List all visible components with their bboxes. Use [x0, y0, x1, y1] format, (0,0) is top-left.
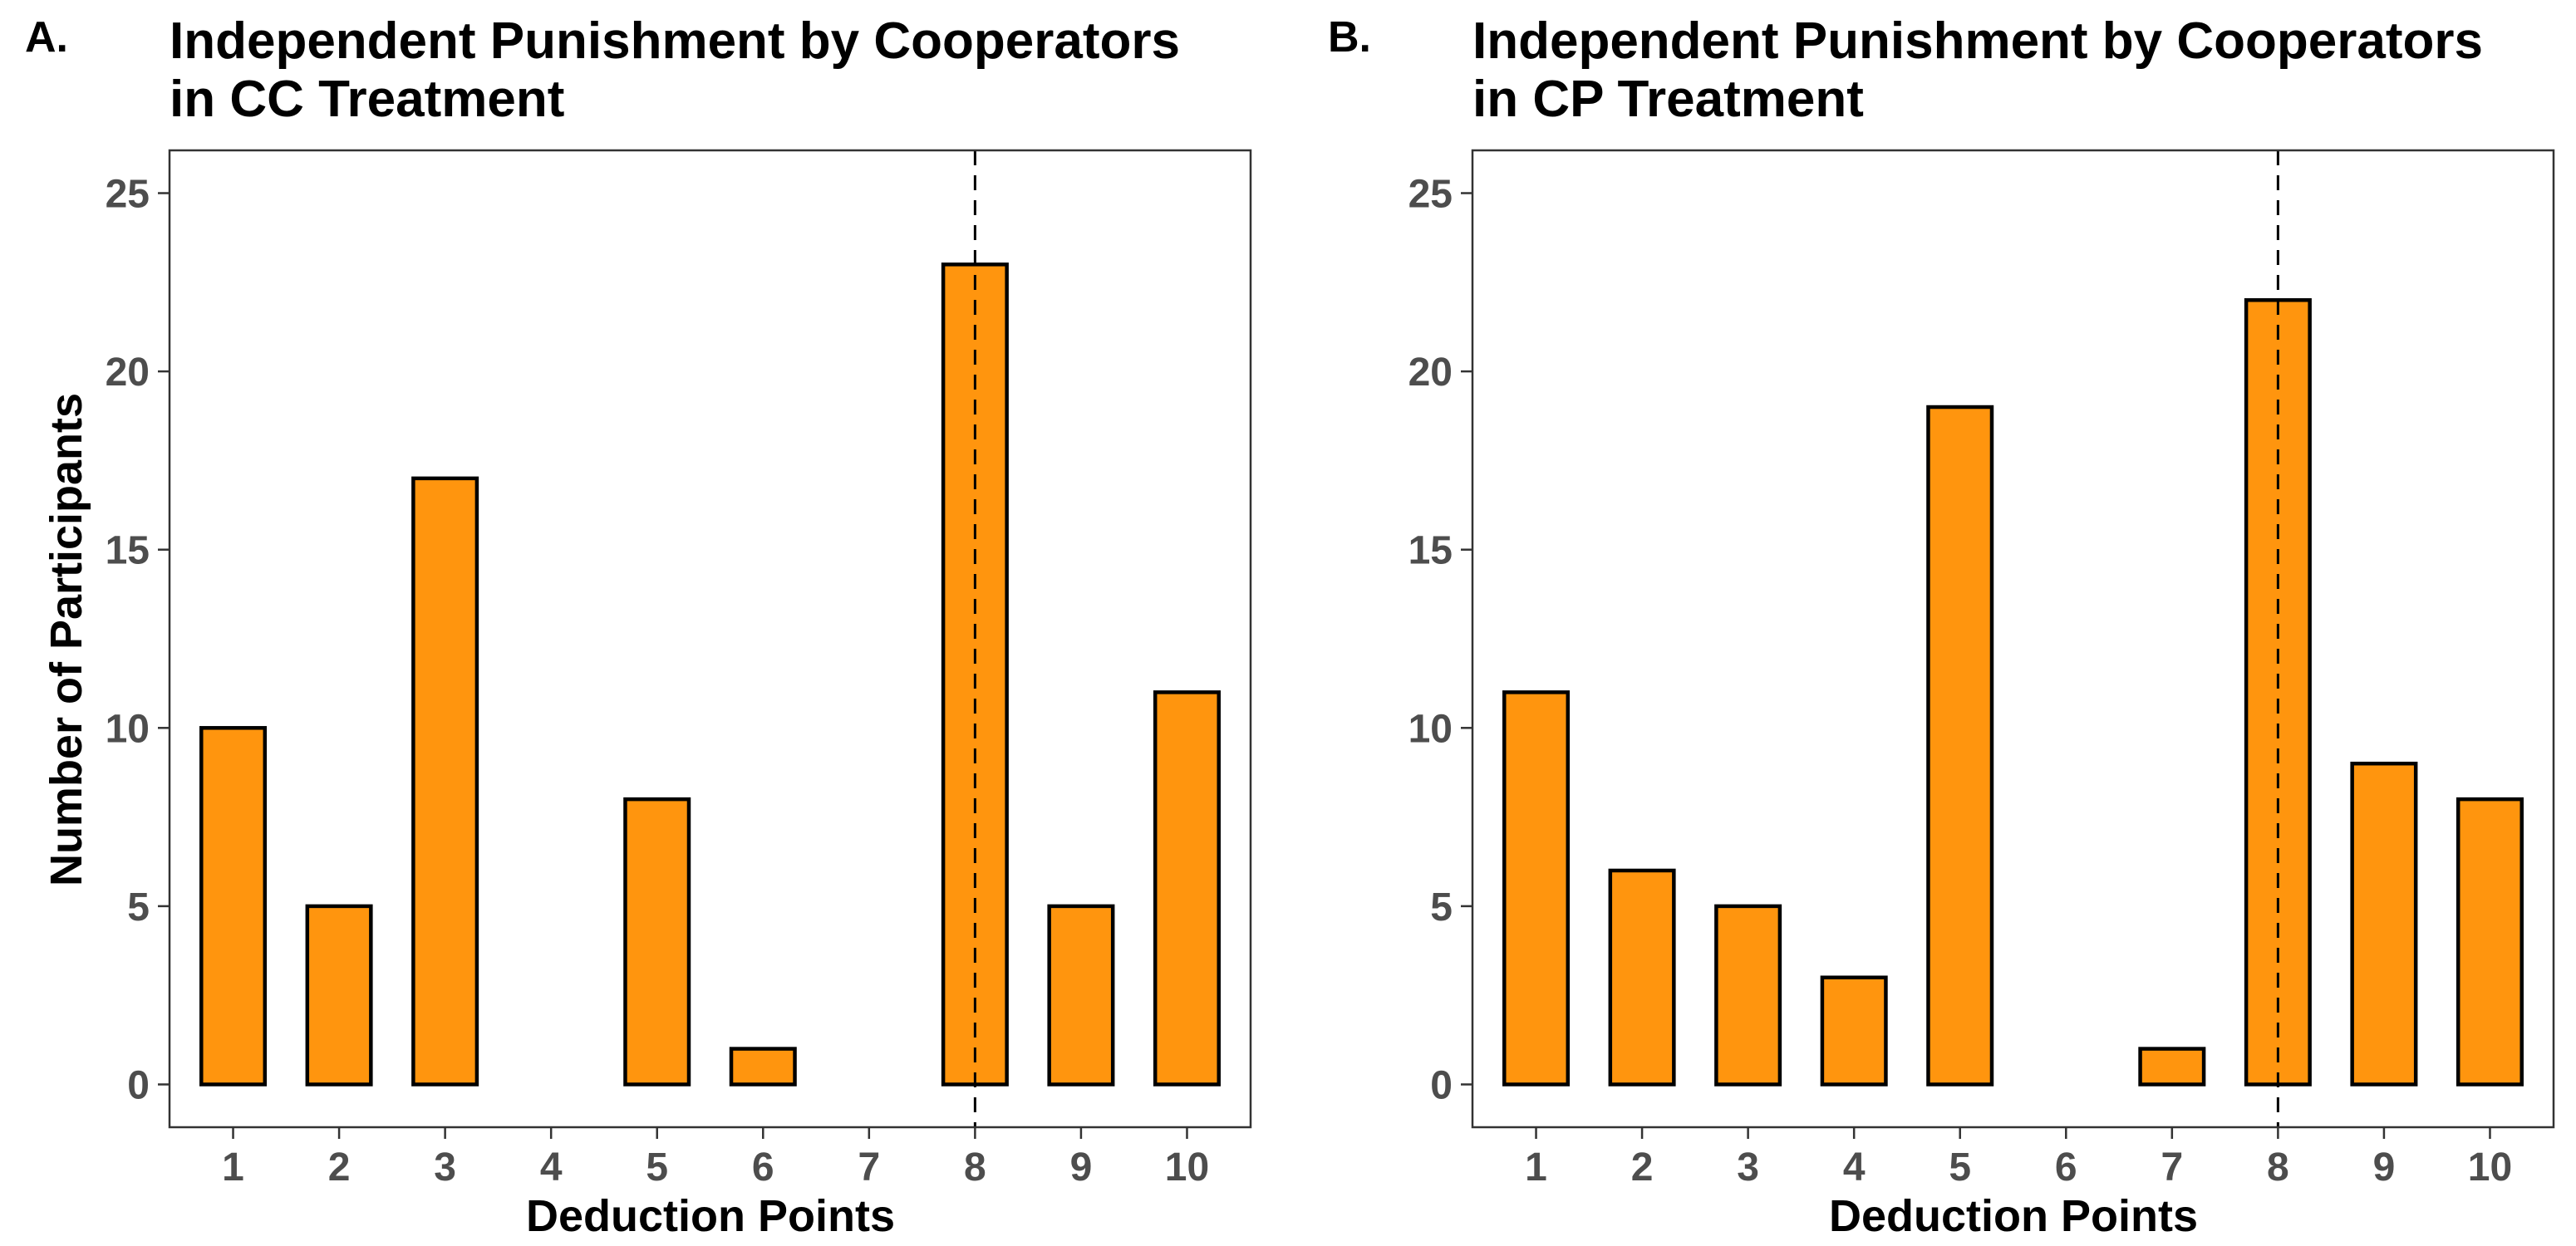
- x-tick-label: 8: [964, 1145, 986, 1190]
- x-tick-label: 5: [646, 1145, 668, 1190]
- x-tick-label: 7: [858, 1145, 880, 1190]
- bar-8: [2244, 298, 2312, 1087]
- chart-title-line-1: Independent Punishment by Cooperators: [170, 12, 1180, 70]
- y-tick-label: 25: [106, 173, 150, 217]
- y-tick-label: 0: [1430, 1063, 1453, 1107]
- bar-1: [199, 726, 268, 1087]
- x-tick-label: 4: [540, 1145, 563, 1190]
- bar-2: [1608, 868, 1676, 1087]
- x-tick-label: 6: [752, 1145, 774, 1190]
- y-tick-label: 5: [1430, 885, 1453, 930]
- x-tick-label: 9: [2373, 1145, 2396, 1190]
- x-tick-label: 1: [222, 1145, 244, 1190]
- bar-1: [1502, 690, 1571, 1087]
- chart-title-line-2: in CC Treatment: [170, 71, 564, 128]
- panel-a: A. Independent Punishment by Cooperators…: [25, 12, 1252, 1241]
- bar-9: [1047, 904, 1115, 1087]
- bar-10: [1153, 690, 1221, 1087]
- bar-2: [305, 904, 373, 1087]
- panel-letter-b: B.: [1328, 13, 1371, 61]
- y-tick-label: 10: [1408, 707, 1453, 751]
- x-tick-label: 6: [2055, 1145, 2077, 1190]
- bar-4: [1820, 975, 1888, 1087]
- chart-title-line-1: Independent Punishment by Cooperators: [1472, 12, 2483, 70]
- x-axis-title: Deduction Points: [1829, 1191, 2198, 1241]
- y-tick-label: 20: [1408, 351, 1453, 395]
- bar-3: [411, 476, 479, 1087]
- bar-10: [2456, 797, 2524, 1087]
- x-tick-label: 3: [1737, 1145, 1759, 1190]
- y-tick-label: 20: [106, 351, 150, 395]
- y-tick-label: 10: [106, 707, 150, 751]
- x-tick-label: 10: [1165, 1145, 1209, 1190]
- x-axis-title: Deduction Points: [526, 1191, 895, 1241]
- chart-title-line-2: in CP Treatment: [1472, 71, 1864, 128]
- x-tick-label: 8: [2267, 1145, 2289, 1190]
- y-axis-title: Number of Participants: [42, 393, 91, 886]
- panel-b: B. Independent Punishment by Cooperators…: [1328, 12, 2555, 1241]
- x-tick-label: 7: [2161, 1145, 2183, 1190]
- x-tick-label: 2: [1631, 1145, 1654, 1190]
- bar-5: [1926, 405, 1994, 1087]
- x-tick-label: 9: [1070, 1145, 1093, 1190]
- x-tick-label: 1: [1525, 1145, 1547, 1190]
- bar-9: [2350, 761, 2418, 1087]
- plot-frame: [168, 149, 1252, 1129]
- y-tick-label: 5: [127, 885, 150, 930]
- x-tick-label: 4: [1843, 1145, 1866, 1190]
- plot-frame: [1471, 149, 2555, 1129]
- x-tick-label: 2: [328, 1145, 351, 1190]
- y-tick-label: 0: [127, 1063, 150, 1107]
- bar-3: [1714, 904, 1782, 1087]
- panel-letter-a: A.: [25, 13, 68, 61]
- x-tick-label: 3: [434, 1145, 456, 1190]
- x-tick-label: 10: [2468, 1145, 2512, 1190]
- y-tick-label: 15: [106, 529, 150, 573]
- bar-7: [2138, 1047, 2206, 1087]
- bar-6: [729, 1047, 797, 1087]
- y-tick-label: 25: [1408, 173, 1453, 217]
- bar-5: [623, 797, 691, 1087]
- x-tick-label: 5: [1949, 1145, 1971, 1190]
- y-tick-label: 15: [1408, 529, 1453, 573]
